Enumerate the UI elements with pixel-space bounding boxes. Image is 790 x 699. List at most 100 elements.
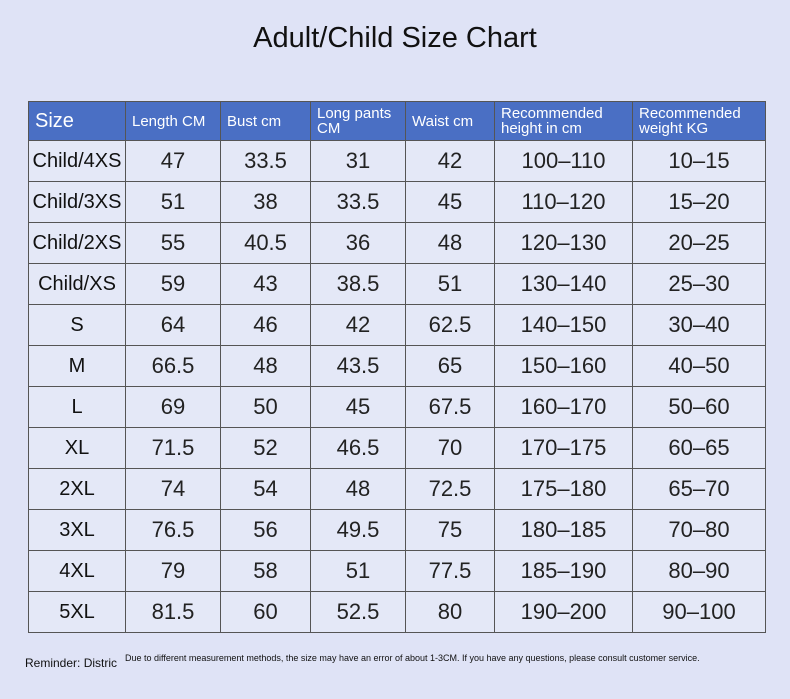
value-cell: 30–40	[632, 304, 766, 346]
value-cell: 48	[310, 468, 406, 510]
value-cell: 47	[125, 140, 221, 182]
value-cell: 160–170	[494, 386, 633, 428]
value-cell: 120–130	[494, 222, 633, 264]
value-cell: 56	[220, 509, 311, 551]
value-cell: 40–50	[632, 345, 766, 387]
value-cell: 66.5	[125, 345, 221, 387]
value-cell: 71.5	[125, 427, 221, 469]
value-cell: 175–180	[494, 468, 633, 510]
size-cell: S	[28, 304, 126, 346]
size-table: Size Length CM Bust cm Long pants CM Waist c…	[28, 101, 766, 633]
value-cell: 62.5	[405, 304, 495, 346]
value-cell: 51	[310, 550, 406, 592]
value-cell: 60–65	[632, 427, 766, 469]
value-cell: 74	[125, 468, 221, 510]
value-cell: 38.5	[310, 263, 406, 305]
value-cell: 25–30	[632, 263, 766, 305]
value-cell: 70–80	[632, 509, 766, 551]
table-row: Child/3XS 51 38 33.5 45 110–120 15–20	[28, 181, 766, 223]
value-cell: 180–185	[494, 509, 633, 551]
table-row: Child/2XS 55 40.5 36 48 120–130 20–25	[28, 222, 766, 264]
value-cell: 60	[220, 591, 311, 633]
size-cell: 5XL	[28, 591, 126, 633]
size-cell: 4XL	[28, 550, 126, 592]
size-cell: Child/4XS	[28, 140, 126, 182]
size-cell: Child/XS	[28, 263, 126, 305]
value-cell: 38	[220, 181, 311, 223]
value-cell: 65–70	[632, 468, 766, 510]
title: Adult/Child Size Chart	[253, 22, 537, 54]
value-cell: 72.5	[405, 468, 495, 510]
value-cell: 67.5	[405, 386, 495, 428]
value-cell: 33.5	[220, 140, 311, 182]
value-cell: 50–60	[632, 386, 766, 428]
value-cell: 170–175	[494, 427, 633, 469]
value-cell: 42	[405, 140, 495, 182]
value-cell: 15–20	[632, 181, 766, 223]
value-cell: 36	[310, 222, 406, 264]
value-cell: 65	[405, 345, 495, 387]
value-cell: 79	[125, 550, 221, 592]
value-cell: 185–190	[494, 550, 633, 592]
size-cell: 2XL	[28, 468, 126, 510]
value-cell: 45	[310, 386, 406, 428]
value-cell: 140–150	[494, 304, 633, 346]
value-cell: 48	[405, 222, 495, 264]
value-cell: 43	[220, 263, 311, 305]
size-cell: XL	[28, 427, 126, 469]
table-row: XL 71.5 52 46.5 70 170–175 60–65	[28, 427, 766, 469]
value-cell: 52	[220, 427, 311, 469]
value-cell: 51	[125, 181, 221, 223]
value-cell: 190–200	[494, 591, 633, 633]
value-cell: 77.5	[405, 550, 495, 592]
note: Due to different measurement methods, th…	[125, 653, 700, 663]
value-cell: 51	[405, 263, 495, 305]
table-row: M 66.5 48 43.5 65 150–160 40–50	[28, 345, 766, 387]
table-row: 2XL 74 54 48 72.5 175–180 65–70	[28, 468, 766, 510]
value-cell: 90–100	[632, 591, 766, 633]
value-cell: 100–110	[494, 140, 633, 182]
size-cell: L	[28, 386, 126, 428]
value-cell: 59	[125, 263, 221, 305]
value-cell: 33.5	[310, 181, 406, 223]
table-row: L 69 50 45 67.5 160–170 50–60	[28, 386, 766, 428]
table-row: 4XL 79 58 51 77.5 185–190 80–90	[28, 550, 766, 592]
value-cell: 130–140	[494, 263, 633, 305]
value-cell: 40.5	[220, 222, 311, 264]
value-cell: 80–90	[632, 550, 766, 592]
column-header: Length CM	[125, 101, 221, 141]
value-cell: 81.5	[125, 591, 221, 633]
value-cell: 50	[220, 386, 311, 428]
size-cell: Child/2XS	[28, 222, 126, 264]
value-cell: 110–120	[494, 181, 633, 223]
table-row: Child/4XS 47 33.5 31 42 100–110 10–15	[28, 140, 766, 182]
value-cell: 10–15	[632, 140, 766, 182]
column-header: Recommended height in cm	[494, 101, 633, 141]
column-header: Bust cm	[220, 101, 311, 141]
value-cell: 75	[405, 509, 495, 551]
size-cell: Child/3XS	[28, 181, 126, 223]
value-cell: 48	[220, 345, 311, 387]
value-cell: 54	[220, 468, 311, 510]
value-cell: 46	[220, 304, 311, 346]
size-cell: 3XL	[28, 509, 126, 551]
column-header: Waist cm	[405, 101, 495, 141]
column-header: Long pants CM	[310, 101, 406, 141]
table-row: 3XL 76.5 56 49.5 75 180–185 70–80	[28, 509, 766, 551]
value-cell: 64	[125, 304, 221, 346]
value-cell: 70	[405, 427, 495, 469]
size-cell: M	[28, 345, 126, 387]
header-row: Size Length CM Bust cm Long pants CM Waist c…	[28, 101, 766, 141]
value-cell: 80	[405, 591, 495, 633]
value-cell: 20–25	[632, 222, 766, 264]
table-body: Child/4XS 47 33.5 31 42 100–110 10–15 Child/3XS…	[28, 140, 766, 633]
value-cell: 49.5	[310, 509, 406, 551]
column-header: Size	[28, 101, 126, 141]
value-cell: 43.5	[310, 345, 406, 387]
value-cell: 42	[310, 304, 406, 346]
value-cell: 55	[125, 222, 221, 264]
value-cell: 150–160	[494, 345, 633, 387]
table-row: Child/XS 59 43 38.5 51 130–140 25–30	[28, 263, 766, 305]
table-row: S 64 46 42 62.5 140–150 30–40	[28, 304, 766, 346]
